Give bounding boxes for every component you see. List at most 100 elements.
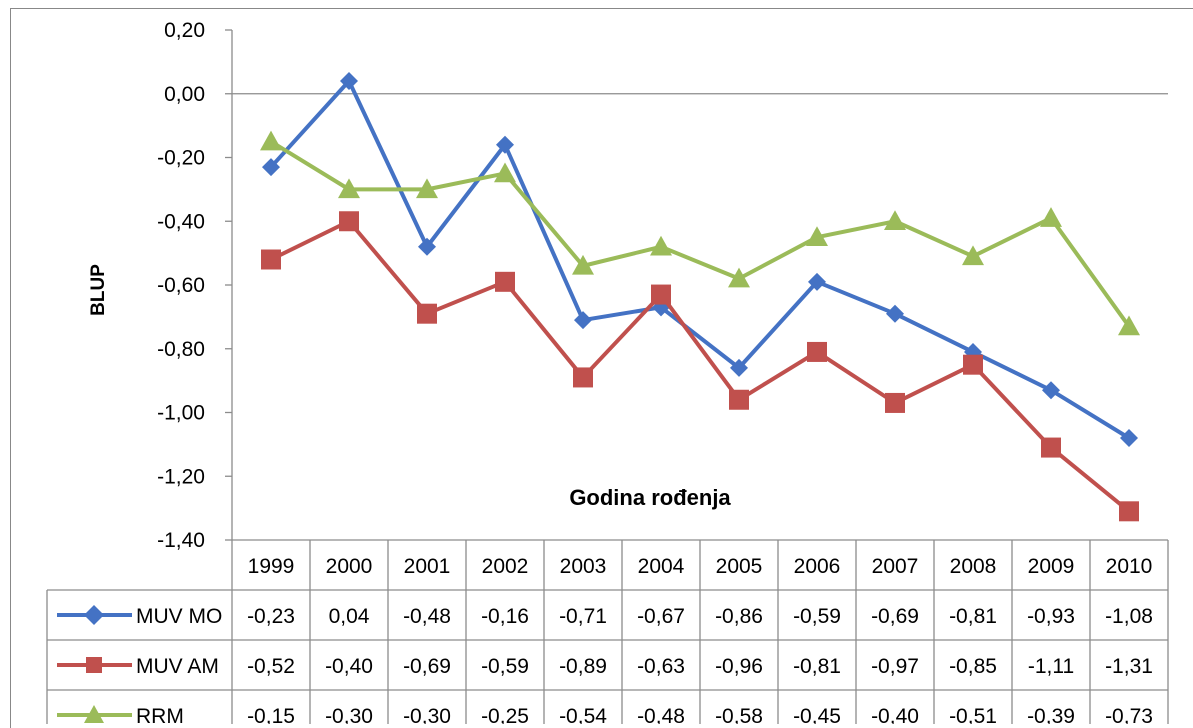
data-cell: -0,63 [637,655,685,678]
data-point [417,303,437,324]
data-point [1119,501,1139,522]
y-tick-label: -1,20 [157,465,205,488]
y-tick-label: 0,00 [164,83,205,106]
x-category-label: 1999 [248,555,295,578]
data-cell: -0,40 [871,705,919,724]
data-cell: -0,85 [949,655,997,678]
data-point [260,130,282,151]
data-cell: -0,81 [793,655,841,678]
data-cell: -0,97 [871,655,919,678]
data-point [806,226,828,246]
data-point [886,304,904,323]
x-category-label: 2005 [716,555,763,578]
data-point [495,271,515,292]
y-tick-label: -0,60 [157,274,205,297]
data-cell: -0,59 [481,655,529,678]
data-point [261,249,281,270]
data-cell: -0,81 [949,605,997,628]
data-cell: -0,39 [1027,705,1075,724]
data-cell: -0,40 [325,655,373,678]
x-category-label: 2007 [872,555,919,578]
data-cell: -0,16 [481,605,529,628]
series-line [269,139,1131,328]
data-cell: -0,71 [559,605,607,628]
x-category-label: 2000 [326,555,373,578]
legend-label: MUV MO [136,605,222,628]
data-point [808,272,826,291]
y-tick-label: -0,40 [157,210,205,233]
data-cell: -0,69 [871,605,919,628]
data-cell: -1,11 [1028,655,1074,678]
data-table: 1999 2000 2001 2002 2003 2004 2005 2006 2007 2008… [46,539,1169,724]
data-cell: -0,51 [949,705,997,724]
y-tick-label: 0,20 [164,19,205,42]
x-category-label: 2003 [560,555,607,578]
x-category-label: 2001 [404,555,451,578]
y-tick-label: -0,80 [157,338,205,361]
data-cell: -0,58 [715,705,763,724]
data-cell: -0,15 [247,705,295,724]
data-cell: -1,08 [1105,605,1153,628]
x-category-label: 2009 [1028,555,1075,578]
data-point [1042,381,1060,400]
data-point [1040,207,1062,227]
data-cell: -0,96 [715,655,763,678]
data-cell: -0,59 [793,605,841,628]
series-line [269,79,1131,440]
data-point [340,72,358,90]
data-cell: 0,04 [329,605,370,628]
y-axis-title: BLUP [88,264,109,316]
legend-marker [86,657,102,673]
data-point [339,211,359,232]
legend-marker [84,705,104,723]
data-cell: -0,30 [403,705,451,724]
data-point [1120,429,1138,447]
chart-frame [10,8,1193,728]
data-point [572,254,594,275]
x-category-label: 2010 [1106,555,1153,578]
data-cell: -0,30 [325,705,373,724]
data-point [338,178,360,199]
legend-label: RRM [136,705,184,724]
data-point [650,235,672,256]
data-point [262,158,280,177]
data-cell: -0,86 [715,605,763,628]
data-cell: -0,89 [559,655,607,678]
data-point [728,267,750,288]
data-cell: -0,69 [403,655,451,678]
y-tick-label: -1,40 [157,529,205,552]
x-category-label: 2006 [794,555,841,578]
data-point [1041,437,1061,458]
data-cell: -0,48 [637,705,685,724]
data-point [494,162,516,183]
data-cell: -0,52 [247,655,295,678]
data-point [651,284,671,305]
data-point [416,178,438,199]
axes: 0,20 0,00 -0,20 -0,40 -0,60 -0,80 -1,00 -1,20 -1… [157,19,1168,552]
x-axis-title: Godina rođenja [569,485,731,510]
legend-label: MUV AM [136,655,219,678]
data-cell: -0,48 [403,605,451,628]
x-category-label: 2008 [950,555,997,578]
data-point [1118,315,1140,336]
data-point [885,392,905,413]
x-category-label: 2004 [638,555,685,578]
data-cell: -1,31 [1105,655,1153,678]
data-cell: -0,45 [793,705,841,724]
data-point [962,245,984,266]
data-cell: -0,73 [1105,705,1153,724]
data-point [807,341,827,362]
data-cell: -0,23 [247,605,295,628]
data-cell: -0,54 [559,705,607,724]
legend-marker [84,605,104,625]
data-point [418,237,436,256]
y-tick-label: -1,00 [157,402,205,425]
data-point [729,389,749,410]
series-line [270,219,1131,513]
y-tick-label: -0,20 [157,147,205,170]
series-group [260,72,1140,522]
data-cell: -0,93 [1027,605,1075,628]
data-point [730,358,748,377]
data-point [496,135,514,154]
